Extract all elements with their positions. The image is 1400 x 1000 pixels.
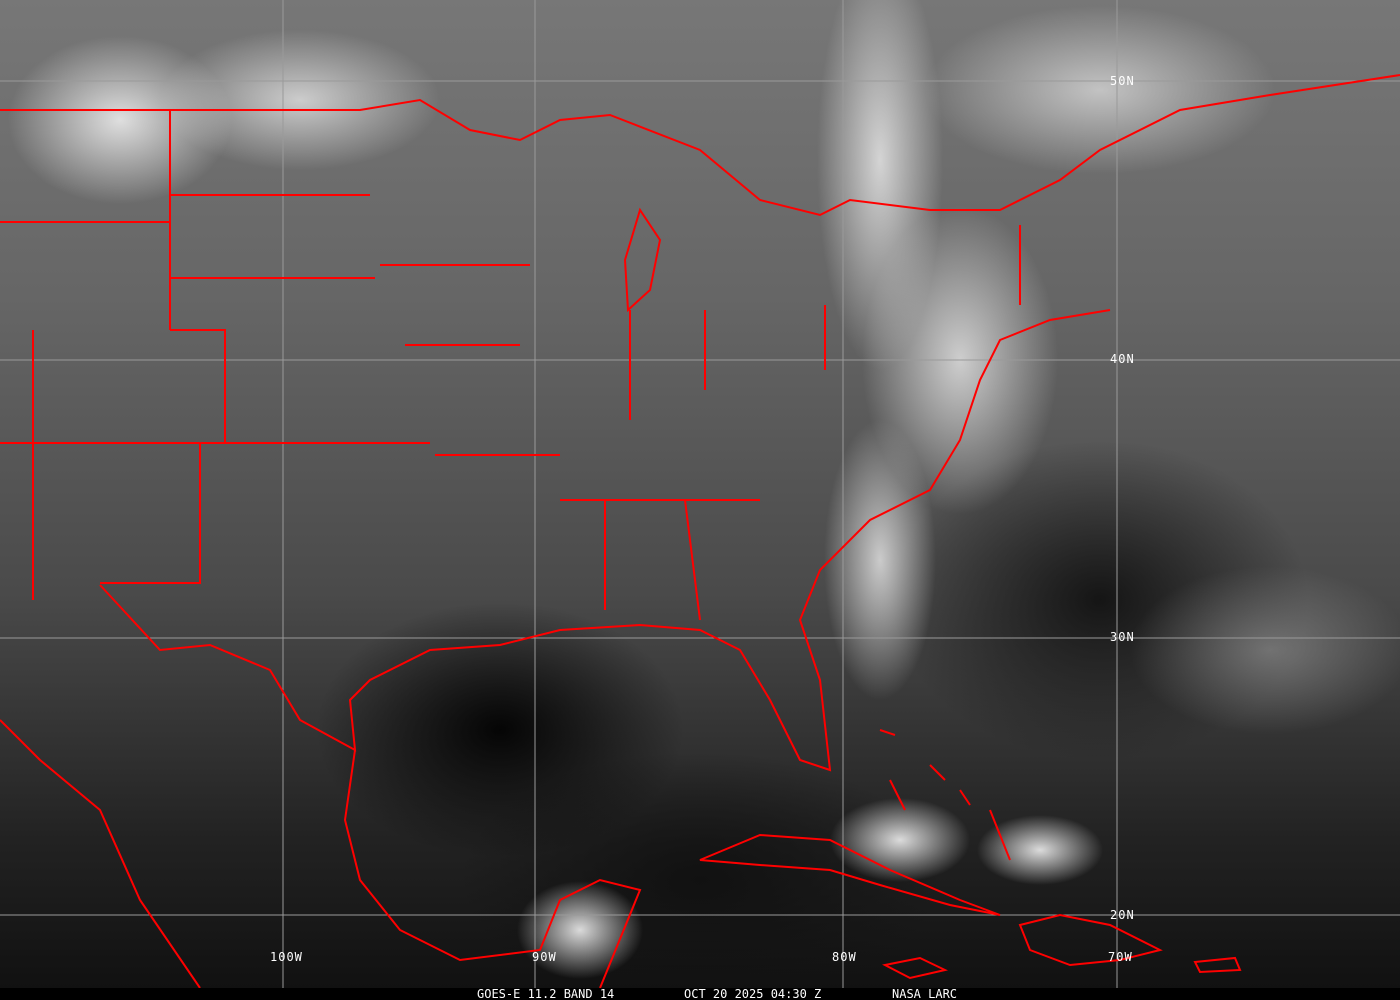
caption-band: GOES-E 11.2 BAND 14 — [477, 987, 615, 1000]
gulf-coast — [99, 309, 1111, 772]
political-boundaries — [0, 74, 1400, 988]
lat-label-50n: 50N — [1110, 74, 1135, 88]
mexico-coast — [0, 719, 642, 988]
hispaniola — [1018, 913, 1163, 967]
lon-label-90w: 90W — [532, 950, 557, 964]
lon-label-100w: 100W — [270, 950, 303, 964]
lon-label-70w: 70W — [1108, 950, 1133, 964]
lat-label-40n: 40N — [1110, 352, 1135, 366]
lat-label-30n: 30N — [1110, 630, 1135, 644]
lake-michigan — [623, 207, 662, 313]
lat-label-20n: 20N — [1110, 908, 1135, 922]
jamaica — [882, 956, 949, 980]
us-canada-border — [0, 74, 1400, 217]
puerto-rico — [1193, 956, 1242, 974]
lon-label-80w: 80W — [832, 950, 857, 964]
cuba — [699, 833, 1001, 916]
bahamas — [879, 729, 1011, 861]
caption-credit: NASA LARC — [892, 987, 958, 1000]
image-caption-bar: GOES-E 11.2 BAND 14 OCT 20 2025 04:30 Z … — [0, 988, 1400, 1000]
caption-datetime: OCT 20 2025 04:30 Z — [684, 987, 822, 1000]
state-lines — [0, 110, 1021, 621]
